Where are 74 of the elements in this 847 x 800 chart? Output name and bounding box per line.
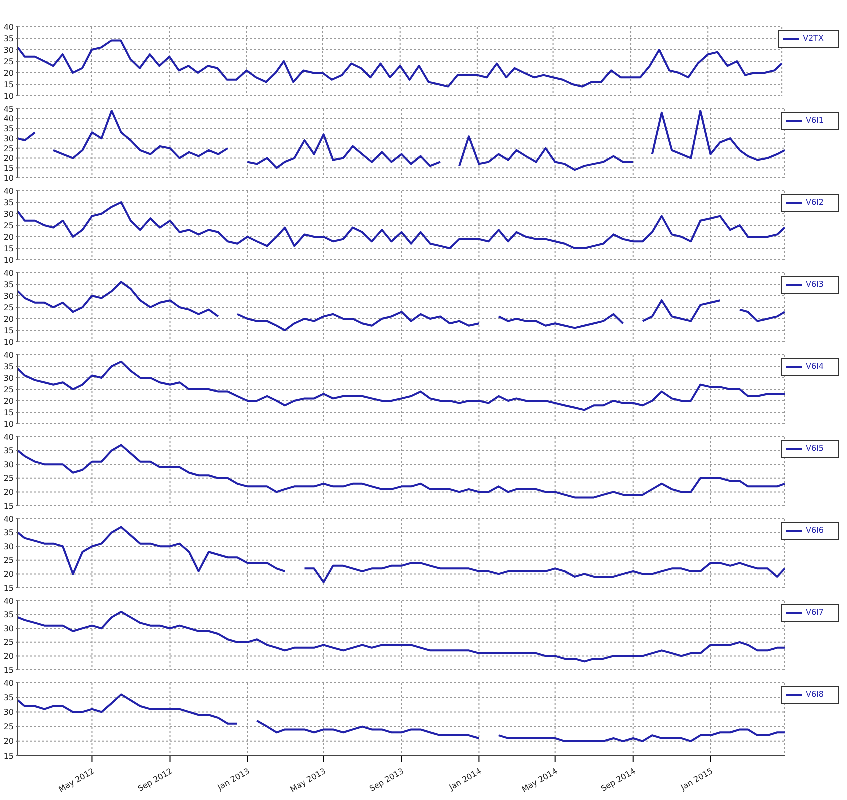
y-tick-label: 25	[4, 474, 14, 484]
y-tick-label: 20	[4, 737, 14, 746]
line-series	[18, 611, 785, 663]
y-tick-label: 10	[4, 420, 14, 429]
y-tick-label: 35	[4, 693, 14, 702]
y-tick-label: 30	[4, 292, 14, 301]
y-tick-label: 15	[4, 164, 14, 173]
y-tick-label: 35	[4, 528, 14, 538]
y-tick-label: 20	[4, 154, 14, 164]
y-tick-label: 30	[4, 210, 14, 219]
y-tick-label: 40	[4, 678, 14, 688]
y-tick-label: 40	[4, 268, 14, 278]
legend-label: V6I7	[806, 608, 824, 618]
y-tick-label: 10	[4, 174, 14, 183]
y-tick-label: 35	[4, 280, 14, 290]
y-tick-label: 30	[4, 134, 14, 144]
y-tick-label: 20	[4, 488, 14, 498]
legend-label: V6I8	[806, 690, 824, 700]
y-tick-label: 35	[4, 610, 14, 620]
y-tick-label: 15	[4, 502, 14, 511]
y-tick-label: 40	[4, 596, 14, 606]
y-tick-label: 15	[4, 752, 14, 761]
y-tick-label: 15	[4, 326, 14, 336]
y-tick-label: 25	[4, 221, 14, 230]
legend-label: V6I5	[806, 444, 824, 454]
y-tick-label: 20	[4, 232, 14, 242]
y-tick-label: 25	[4, 556, 14, 566]
y-tick-label: 35	[4, 362, 14, 372]
y-tick-label: 20	[4, 68, 14, 78]
line-series	[18, 444, 785, 499]
line-series	[18, 40, 782, 88]
legend-label: V6I3	[806, 280, 824, 290]
y-tick-label: 40	[4, 114, 14, 124]
y-tick-label: 30	[4, 374, 14, 383]
y-tick-label: 20	[4, 314, 14, 324]
y-tick-label: 10	[4, 256, 14, 265]
y-tick-label: 30	[4, 460, 14, 470]
y-tick-label: 40	[4, 22, 14, 32]
y-tick-label: 35	[4, 124, 14, 134]
y-tick-label: 15	[4, 80, 14, 90]
y-tick-label: 35	[4, 34, 14, 44]
y-tick-label: 30	[4, 624, 14, 634]
y-tick-label: 25	[4, 385, 14, 394]
y-tick-label: 35	[4, 198, 14, 208]
legend-label: V6I2	[806, 198, 824, 208]
line-series	[18, 202, 785, 250]
y-tick-label: 20	[4, 570, 14, 580]
y-tick-label: 35	[4, 446, 14, 456]
legend-label: V2TX	[803, 34, 824, 44]
y-tick-label: 20	[4, 652, 14, 662]
y-tick-label: 30	[4, 708, 14, 718]
y-tick-label: 25	[4, 638, 14, 648]
y-tick-label: 25	[4, 57, 14, 66]
y-tick-label: 40	[4, 514, 14, 524]
legend-label: V6I6	[806, 526, 824, 536]
legend-label: V6I1	[806, 116, 824, 126]
y-tick-label: 15	[4, 244, 14, 254]
line-series	[18, 360, 785, 412]
y-tick-label: 15	[4, 408, 14, 418]
y-tick-label: 45	[4, 104, 14, 114]
y-tick-label: 15	[4, 584, 14, 593]
y-tick-label: 30	[4, 46, 14, 55]
y-tick-label: 20	[4, 396, 14, 406]
y-tick-label: 15	[4, 666, 14, 675]
y-tick-label: 10	[4, 92, 14, 101]
y-tick-label: 25	[4, 303, 14, 312]
y-tick-label: 25	[4, 144, 14, 154]
y-tick-label: 25	[4, 722, 14, 732]
y-tick-label: 40	[4, 432, 14, 442]
y-tick-label: 10	[4, 338, 14, 347]
legend-label: V6I4	[806, 362, 824, 372]
y-tick-label: 40	[4, 350, 14, 360]
y-tick-label: 40	[4, 186, 14, 196]
y-tick-label: 30	[4, 542, 14, 552]
